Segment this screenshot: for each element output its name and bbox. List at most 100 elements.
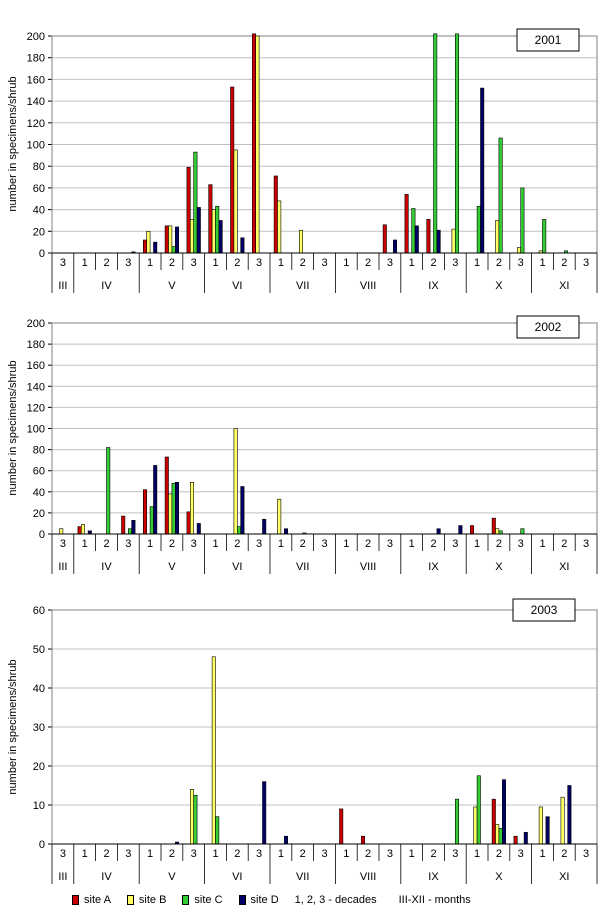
chart2-bar-site-d: [175, 482, 180, 535]
chart2-decade-label: 3: [256, 538, 262, 550]
chart3-decade-label: 1: [82, 848, 88, 860]
chart3-bar-site-d: [501, 779, 506, 845]
chart3-bar-site-c: [215, 816, 220, 845]
chart2-title: 2002: [535, 320, 562, 334]
chart1-bar-site-b: [190, 219, 195, 254]
chart3-month-label: VII: [296, 871, 309, 883]
chart2-decade-label: 2: [561, 538, 567, 550]
chart2-bar-site-d: [458, 525, 463, 535]
chart1-decade-label: 3: [191, 257, 197, 269]
chart1-decade-label: 1: [278, 257, 284, 269]
chart2-decade-label: 1: [147, 538, 153, 550]
chart1-decade-label: 3: [583, 257, 589, 269]
chart1-bar-site-a: [404, 194, 409, 254]
chart1-month-label: XI: [559, 280, 569, 292]
chart2-bar-site-b: [190, 482, 195, 535]
chart2-bar-site-d: [240, 486, 245, 535]
chart1-month-label: VIII: [360, 280, 377, 292]
chart3-bar-site-a: [339, 808, 344, 845]
chart1-y-tick-label: 200: [27, 31, 45, 43]
chart1-month-label: VI: [232, 280, 242, 292]
chart3-decade-label: 2: [103, 848, 109, 860]
chart1-bar-site-b: [298, 229, 303, 254]
chart1-bar-site-c: [215, 206, 220, 254]
chart2-month-label: X: [495, 561, 503, 573]
chart1-decade-label: 1: [474, 257, 480, 269]
chart1-bar-site-d: [218, 220, 223, 254]
chart3-decade-label: 3: [387, 848, 393, 860]
chart1-month-label: X: [495, 280, 503, 292]
chart2-y-tick-label: 200: [27, 318, 45, 330]
chart3-y-tick-label: 10: [33, 800, 45, 812]
chart1-bar-site-c: [542, 219, 547, 254]
legend-item-site-a: site A: [72, 894, 111, 906]
chart2-bar-site-a: [143, 489, 148, 535]
chart1-decade-label: 1: [343, 257, 349, 269]
chart1-bar-site-c: [520, 187, 525, 254]
chart2-decade-label: 3: [452, 538, 458, 550]
chart1-bar-site-d: [175, 226, 180, 254]
chart2-decade-label: 3: [191, 538, 197, 550]
chart2-decade-label: 2: [300, 538, 306, 550]
chart2-month-label: IX: [428, 561, 439, 573]
chart1-bar-site-b: [146, 231, 151, 254]
chart1-bar-site-c: [433, 33, 438, 254]
chart1-decade-label: 2: [234, 257, 240, 269]
chart2-y-tick-label: 80: [33, 445, 45, 457]
chart3-bar-site-d: [283, 835, 288, 845]
chart3-bar-site-d: [262, 781, 267, 845]
legend: site A site B site C site D 1, 2, 3 - de…: [72, 894, 493, 906]
chart2-bar-site-c: [237, 526, 242, 535]
chart1-month-label: VII: [296, 280, 309, 292]
chart2-y-tick-label: 60: [33, 466, 45, 478]
chart2-bar-site-c: [106, 447, 111, 535]
chart3-y-tick-label: 40: [33, 683, 45, 695]
chart1-bar-site-c: [454, 33, 459, 254]
chart3-decade-label: 2: [561, 848, 567, 860]
chart1-bar-site-d: [480, 87, 485, 254]
chart3-bar-site-c: [193, 794, 198, 845]
chart2-month-label: VI: [232, 561, 242, 573]
chart2-decade-label: 3: [321, 538, 327, 550]
chart1-decade-label: 1: [409, 257, 415, 269]
chart2-month-label: VIII: [360, 561, 377, 573]
chart1-month-label: III: [58, 280, 67, 292]
legend-decades-note: 1, 2, 3 - decades: [294, 894, 377, 906]
chart2-bar-site-a: [164, 456, 169, 535]
chart1-bar-site-d: [414, 225, 419, 254]
chart2-bar-site-c: [128, 528, 133, 535]
chart2-month-label: VII: [296, 561, 309, 573]
chart2-bar-site-b: [495, 528, 500, 535]
chart1-month-label: IV: [101, 280, 112, 292]
chart1-bar-site-d: [436, 229, 441, 254]
chart1-decade-label: 1: [212, 257, 218, 269]
chart2-decade-label: 1: [278, 538, 284, 550]
chart3-decade-label: 3: [452, 848, 458, 860]
chart1-bar-site-b: [451, 228, 456, 254]
chart3-decade-label: 3: [518, 848, 524, 860]
chart3-decade-label: 2: [430, 848, 436, 860]
chart3-month-label: IV: [101, 871, 112, 883]
chart1-decade-label: 3: [60, 257, 66, 269]
chart1-bar-site-d: [392, 239, 397, 254]
chart3-decade-label: 3: [125, 848, 131, 860]
chart2-decade-label: 3: [583, 538, 589, 550]
chart1-month-label: IX: [428, 280, 439, 292]
chart3-decade-label: 1: [278, 848, 284, 860]
chart1-bar-site-b: [495, 220, 500, 254]
chart3-title: 2003: [531, 603, 558, 617]
chart3-decade-label: 1: [409, 848, 415, 860]
chart1-bar-site-d: [153, 241, 158, 254]
legend-label-site-c: site C: [194, 894, 223, 906]
chart2-decade-label: 2: [365, 538, 371, 550]
chart2-bar-site-a: [469, 525, 474, 535]
chart3-y-tick-label: 20: [33, 761, 45, 773]
chart3-bar-site-b: [190, 789, 195, 845]
chart3-bar-site-c: [476, 775, 481, 845]
chart2-bar-site-c: [171, 483, 176, 535]
legend-item-site-d: site D: [238, 894, 279, 906]
chart1-title-box: [516, 28, 580, 52]
chart2-decade-label: 3: [125, 538, 131, 550]
chart1-bar-site-c: [476, 206, 481, 254]
chart3-y-tick-label: 30: [33, 722, 45, 734]
